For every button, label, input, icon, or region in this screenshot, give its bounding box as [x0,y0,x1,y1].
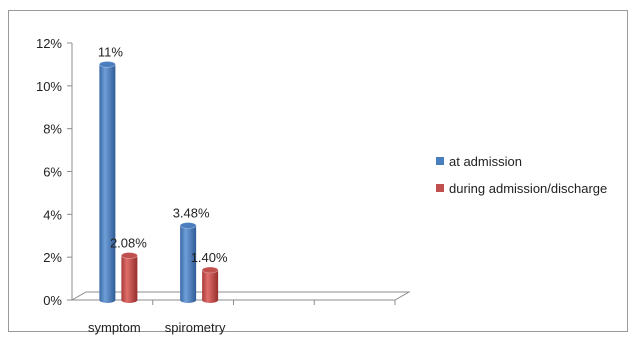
bar-top [98,61,116,68]
bar [201,266,219,303]
bar [98,61,116,303]
bar-base [99,297,116,303]
y-tick-label: 0% [43,293,62,308]
bar-body [202,270,219,300]
y-tick-label: 6% [43,165,62,180]
data-label: 11% [98,44,123,59]
legend-swatch [436,184,444,192]
data-label: 1.40% [191,250,228,265]
y-tick-label: 12% [36,36,62,51]
x-category-label: symptom [88,320,141,335]
y-tick-label: 10% [36,79,62,94]
bar-top [120,252,138,259]
bar-top [201,266,219,274]
bar-base [121,297,138,303]
y-tick-label: 2% [43,250,62,265]
bar-base [202,297,219,303]
x-category-label: spirometry [165,320,226,335]
bars [98,61,219,303]
data-label: 2.08% [110,235,147,250]
legend-label: during admission/discharge [449,181,607,196]
y-tick-label: 4% [43,207,62,222]
chart-floor [70,291,411,301]
data-label: 3.48% [173,205,210,220]
y-tick-label: 8% [43,122,62,137]
data-labels: 11% 2.08% 3.48% 1.40% [98,44,228,265]
bar-body [99,64,116,301]
bar [179,222,197,303]
bar-base [180,297,197,303]
bar-body [121,255,138,300]
legend: at admission during admission/discharge [436,154,607,196]
legend-swatch [436,157,444,165]
bar-top [179,222,197,229]
bar-body [180,225,197,300]
axes: 0% 2% 4% 6% 8% 10% 12% symptom spirometry [36,36,411,335]
bar [120,252,138,303]
legend-label: at admission [449,154,522,169]
